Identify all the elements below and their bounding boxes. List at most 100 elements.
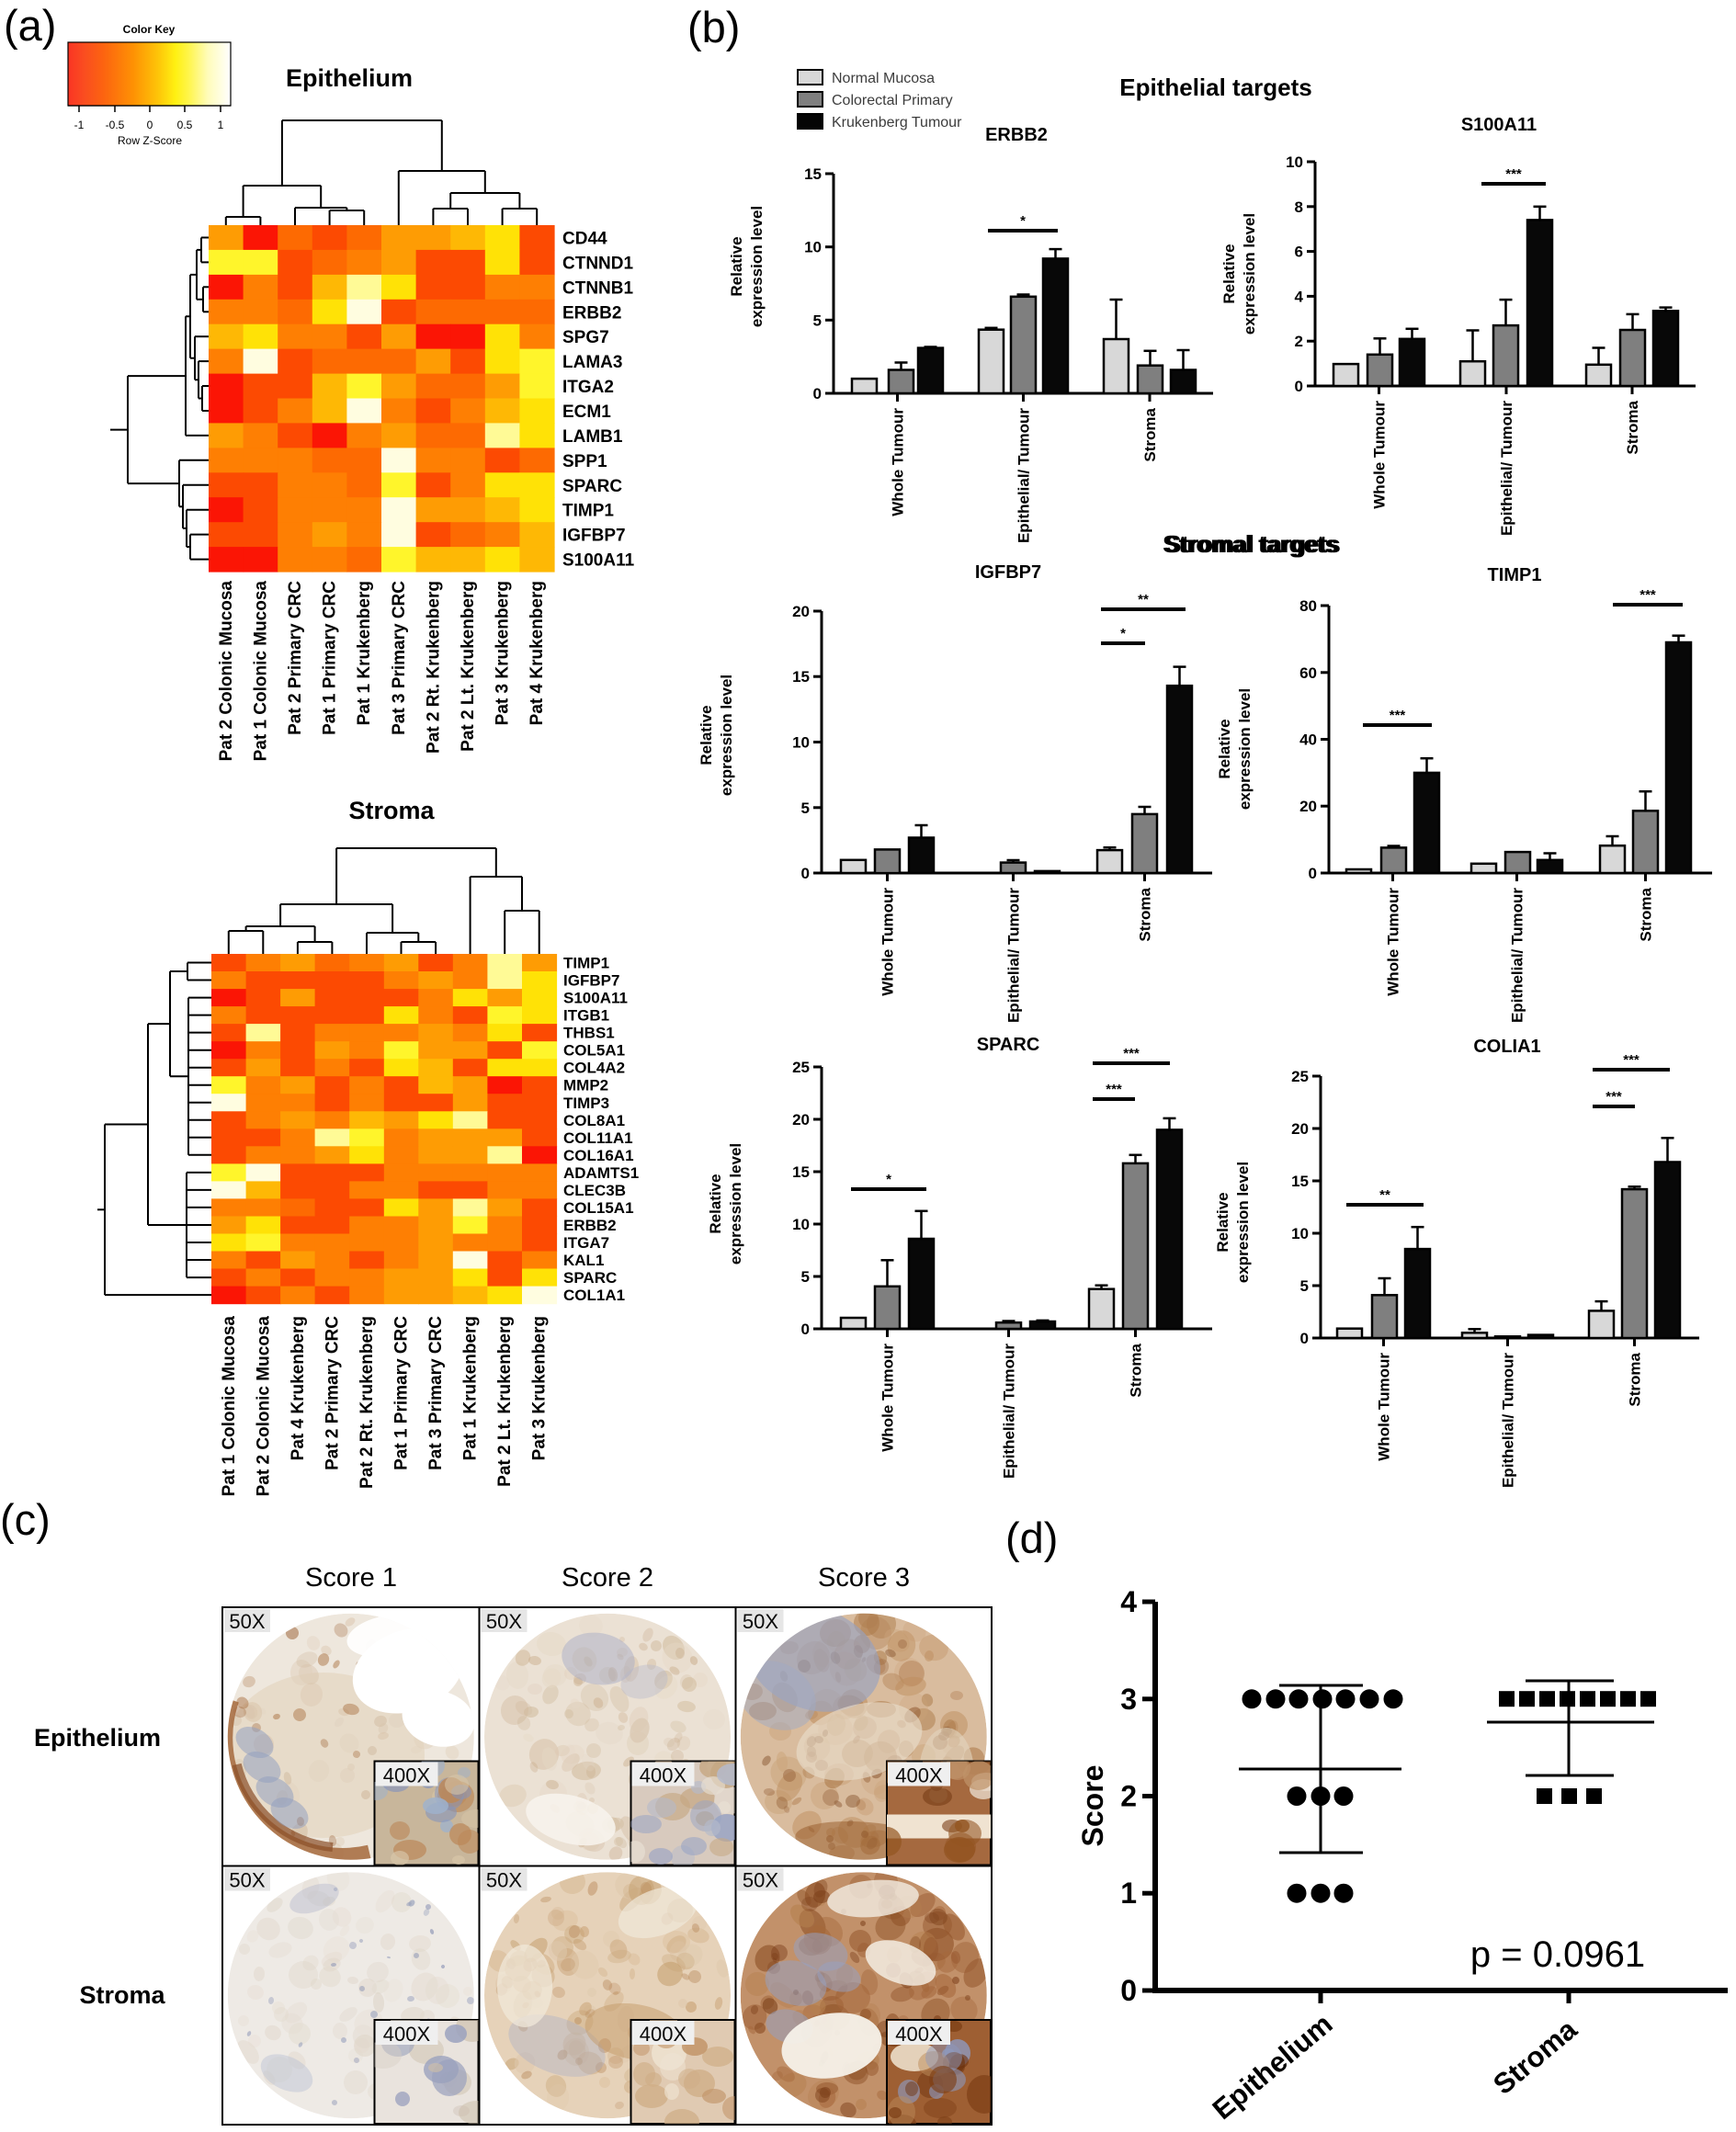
svg-text:Pat 2 Colonic Mucosa: Pat 2 Colonic Mucosa: [254, 1316, 273, 1497]
svg-text:Stroma: Stroma: [1141, 407, 1159, 461]
svg-text:Pat 3 Krukenberg: Pat 3 Krukenberg: [494, 581, 513, 725]
svg-text:Whole Tumour: Whole Tumour: [1385, 888, 1402, 996]
svg-text:SPARC: SPARC: [563, 1269, 617, 1287]
svg-text:50X: 50X: [743, 1610, 778, 1633]
svg-text:expression level: expression level: [1236, 688, 1254, 810]
svg-text:400X: 400X: [640, 2023, 687, 2046]
svg-text:Row Z-Score: Row Z-Score: [118, 134, 182, 147]
svg-text:3: 3: [1120, 1683, 1137, 1716]
svg-text:Relative: Relative: [1214, 1192, 1231, 1252]
svg-text:(c): (c): [0, 1495, 51, 1544]
svg-text:0: 0: [1300, 1330, 1309, 1347]
svg-text:Epithelial/ Tumour: Epithelial/ Tumour: [1509, 888, 1526, 1023]
svg-text:0: 0: [801, 865, 810, 882]
svg-text:-0.5: -0.5: [106, 119, 125, 131]
svg-text:ITGB1: ITGB1: [563, 1007, 609, 1025]
svg-text:COL11A1: COL11A1: [563, 1129, 633, 1147]
svg-text:0: 0: [1309, 865, 1317, 882]
svg-text:10: 10: [1286, 153, 1303, 171]
svg-text:Epithelial/ Tumour: Epithelial/ Tumour: [1001, 1344, 1018, 1479]
svg-text:10: 10: [792, 1216, 810, 1233]
svg-text:p = 0.0961: p = 0.0961: [1470, 1934, 1645, 1975]
svg-text:THBS1: THBS1: [563, 1025, 615, 1042]
svg-text:S100A11: S100A11: [1461, 115, 1537, 135]
svg-text:Relative: Relative: [698, 705, 715, 765]
svg-text:400X: 400X: [895, 1764, 943, 1787]
svg-text:0: 0: [801, 1321, 810, 1338]
svg-text:15: 15: [792, 1163, 810, 1181]
svg-text:15: 15: [1291, 1173, 1309, 1190]
svg-text:SPARC: SPARC: [562, 477, 622, 496]
svg-text:10: 10: [804, 239, 822, 256]
svg-text:CTNNB1: CTNNB1: [562, 278, 633, 298]
svg-text:Score: Score: [1076, 1765, 1109, 1847]
svg-text:50X: 50X: [229, 1869, 265, 1892]
svg-text:Stromal targets: Stromal targets: [1165, 530, 1341, 558]
svg-text:Pat 2 Rt. Krukenberg: Pat 2 Rt. Krukenberg: [357, 1316, 377, 1489]
svg-text:2: 2: [1120, 1780, 1137, 1813]
svg-text:400X: 400X: [383, 2023, 431, 2046]
svg-text:8: 8: [1295, 198, 1303, 216]
svg-text:Stroma: Stroma: [1627, 1352, 1644, 1406]
svg-text:***: ***: [1505, 166, 1522, 182]
svg-text:Epithelial/ Tumour: Epithelial/ Tumour: [1500, 1353, 1517, 1488]
svg-text:IGFBP7: IGFBP7: [563, 972, 619, 990]
svg-text:60: 60: [1299, 664, 1317, 682]
svg-text:expression level: expression level: [1234, 1162, 1252, 1283]
svg-text:Pat 2 Lt. Krukenberg: Pat 2 Lt. Krukenberg: [459, 581, 478, 752]
svg-text:20: 20: [1291, 1120, 1309, 1138]
svg-text:50X: 50X: [743, 1869, 778, 1892]
svg-text:50X: 50X: [486, 1610, 522, 1633]
svg-text:Pat 4 Krukenberg: Pat 4 Krukenberg: [289, 1316, 308, 1460]
svg-text:Epithelial/ Tumour: Epithelial/ Tumour: [1498, 401, 1515, 536]
svg-text:ECM1: ECM1: [562, 403, 611, 422]
svg-text:Color Key: Color Key: [123, 23, 176, 36]
svg-text:Relative: Relative: [1216, 719, 1233, 778]
svg-text:Whole Tumour: Whole Tumour: [879, 1344, 897, 1452]
svg-text:50X: 50X: [229, 1610, 265, 1633]
svg-text:TIMP1: TIMP1: [1488, 565, 1542, 585]
svg-text:4: 4: [1120, 1585, 1137, 1618]
svg-text:400X: 400X: [640, 1764, 687, 1787]
svg-text:COL1A1: COL1A1: [563, 1287, 625, 1304]
svg-text:-1: -1: [74, 119, 85, 131]
svg-text:Relative: Relative: [707, 1174, 724, 1233]
svg-text:***: ***: [1623, 1052, 1640, 1068]
svg-text:Epithelium: Epithelium: [34, 1724, 161, 1752]
svg-text:IGFBP7: IGFBP7: [975, 562, 1041, 583]
svg-text:Pat 1 Krukenberg: Pat 1 Krukenberg: [461, 1316, 481, 1460]
svg-text:**: **: [1138, 592, 1149, 607]
svg-text:COL5A1: COL5A1: [563, 1042, 625, 1060]
svg-text:Stroma: Stroma: [1128, 1343, 1145, 1397]
svg-text:Stroma: Stroma: [1624, 400, 1641, 454]
svg-text:Pat 2 Rt. Krukenberg: Pat 2 Rt. Krukenberg: [424, 581, 443, 754]
svg-text:MMP2: MMP2: [563, 1077, 608, 1094]
svg-text:Pat 3 Primary CRC: Pat 3 Primary CRC: [390, 581, 409, 735]
svg-text:Relative: Relative: [728, 236, 745, 296]
svg-text:20: 20: [1299, 798, 1317, 815]
svg-text:*: *: [886, 1172, 891, 1187]
svg-text:*: *: [1120, 626, 1126, 641]
svg-text:TIMP3: TIMP3: [563, 1094, 609, 1112]
svg-text:25: 25: [792, 1059, 810, 1076]
svg-text:COL15A1: COL15A1: [563, 1199, 634, 1217]
svg-text:SPP1: SPP1: [562, 452, 607, 471]
svg-text:COL16A1: COL16A1: [563, 1147, 634, 1164]
svg-text:Pat 3 Krukenberg: Pat 3 Krukenberg: [530, 1316, 550, 1460]
svg-text:COLIA1: COLIA1: [1473, 1037, 1540, 1057]
svg-text:Pat 2 Primary CRC: Pat 2 Primary CRC: [286, 581, 305, 735]
svg-text:***: ***: [1640, 587, 1656, 603]
svg-text:TIMP1: TIMP1: [562, 502, 614, 521]
svg-text:Pat 1 Colonic Mucosa: Pat 1 Colonic Mucosa: [220, 1316, 239, 1497]
svg-text:Pat 3 Primary CRC: Pat 3 Primary CRC: [426, 1316, 446, 1470]
svg-text:Normal Mucosa: Normal Mucosa: [832, 71, 935, 86]
svg-text:Whole Tumour: Whole Tumour: [879, 888, 897, 996]
svg-text:Stroma: Stroma: [348, 797, 435, 824]
svg-text:***: ***: [1390, 708, 1406, 723]
svg-text:Pat 2 Primary CRC: Pat 2 Primary CRC: [323, 1316, 342, 1470]
svg-text:Epithelial/ Tumour: Epithelial/ Tumour: [1016, 408, 1033, 543]
svg-text:400X: 400X: [895, 2023, 943, 2046]
svg-text:Pat 4 Krukenberg: Pat 4 Krukenberg: [528, 581, 547, 725]
svg-text:15: 15: [804, 165, 822, 183]
svg-text:IGFBP7: IGFBP7: [562, 527, 626, 546]
